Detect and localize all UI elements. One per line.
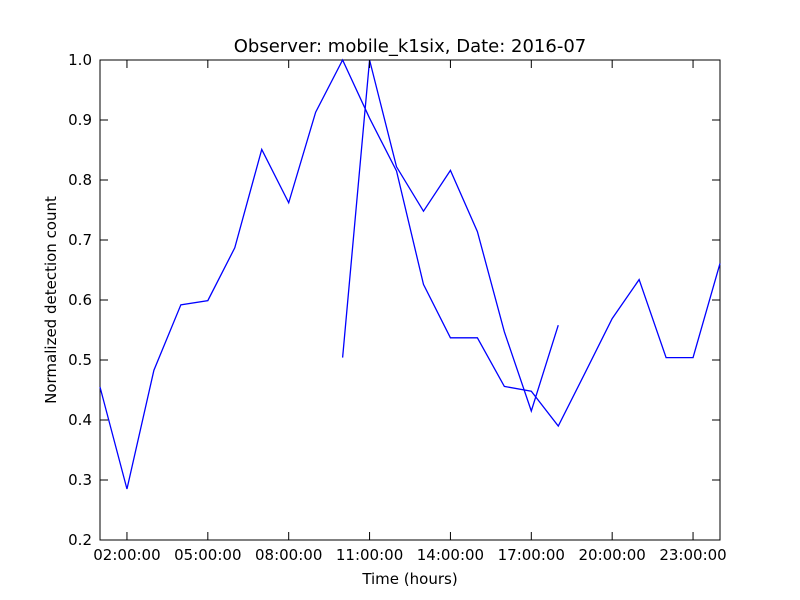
x-tick-label: 17:00:00 xyxy=(498,546,565,564)
y-tick-label: 0.2 xyxy=(68,531,92,549)
y-tick-label: 1.0 xyxy=(68,51,92,69)
x-tick-label: 20:00:00 xyxy=(578,546,645,564)
x-tick-label: 08:00:00 xyxy=(255,546,322,564)
x-tick-label: 14:00:00 xyxy=(417,546,484,564)
series-line-2 xyxy=(341,59,559,414)
y-tick-label: 0.4 xyxy=(68,411,92,429)
plot-area xyxy=(99,59,721,541)
x-axis-label: Time (hours) xyxy=(361,570,457,588)
series-group xyxy=(99,58,721,490)
series-line-1 xyxy=(99,58,721,490)
x-tick-label: 02:00:00 xyxy=(93,546,160,564)
x-tick-label: 11:00:00 xyxy=(336,546,403,564)
y-tick-label: 0.5 xyxy=(68,351,92,369)
x-axis: 02:00:00 05:00:00 08:00:00 11:00:00 14:00:00… xyxy=(93,60,727,564)
chart-title: Observer: mobile_k1six, Date: 2016-07 xyxy=(234,36,586,57)
y-axis-label: Normalized detection count xyxy=(42,196,60,404)
y-tick-label: 0.9 xyxy=(68,111,92,129)
y-tick-label: 0.8 xyxy=(68,171,92,189)
y-tick-label: 0.3 xyxy=(68,471,92,489)
y-tick-label: 0.7 xyxy=(68,231,92,249)
y-axis: 0.2 0.3 0.4 0.5 0.6 0.7 0.8 0.9 1.0 xyxy=(68,51,720,549)
x-tick-label: 23:00:00 xyxy=(659,546,726,564)
x-tick-label: 05:00:00 xyxy=(174,546,241,564)
y-tick-label: 0.6 xyxy=(68,291,92,309)
